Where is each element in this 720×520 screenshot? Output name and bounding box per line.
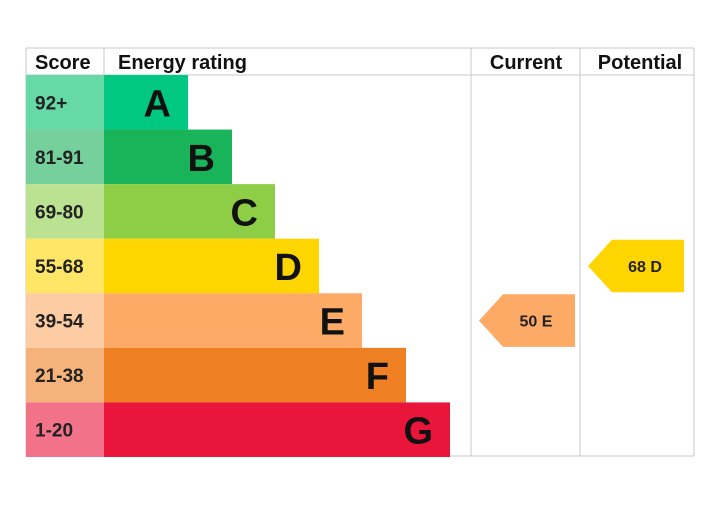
score-range-label: 55-68: [35, 257, 84, 278]
band-bar-g: [104, 402, 450, 457]
energy-rating-header: Energy rating: [118, 52, 247, 74]
potential-header: Potential: [598, 52, 682, 74]
score-cell-g: [26, 402, 104, 457]
rating-bands: 92+ A 81-91 B 69-80 C 55-68 D 39-54 E 21-38 F 1-20 G: [26, 75, 450, 457]
band-row-a: 92+ A: [26, 75, 188, 130]
band-bar-e: [104, 293, 362, 348]
current-rating-arrow: 50 E: [479, 294, 575, 347]
score-header: Score: [35, 52, 91, 74]
band-letter: C: [231, 192, 258, 234]
band-bar-c: [104, 184, 275, 239]
band-letter: F: [366, 356, 389, 398]
band-bar-a: [104, 75, 188, 130]
band-row-g: 1-20 G: [26, 402, 450, 457]
potential-rating-arrow: 68 D: [588, 239, 684, 293]
band-letter: B: [188, 138, 215, 180]
band-row-c: 69-80 C: [26, 184, 275, 239]
score-range-label: 92+: [35, 93, 67, 114]
band-bar-d: [104, 238, 319, 294]
potential-rating-label: 68 D: [628, 259, 662, 276]
band-bar-b: [104, 129, 232, 185]
band-row-f: 21-38 F: [26, 347, 406, 403]
score-cell-b: [26, 129, 104, 185]
current-header: Current: [490, 52, 563, 74]
band-row-e: 39-54 E: [26, 293, 362, 348]
band-row-d: 55-68 D: [26, 238, 319, 294]
score-cell-e: [26, 293, 104, 348]
score-range-label: 21-38: [35, 366, 84, 387]
score-range-label: 81-91: [35, 148, 84, 169]
score-cell-c: [26, 184, 104, 239]
score-range-label: 1-20: [35, 421, 73, 442]
band-letter: D: [275, 247, 302, 289]
potential-arrow-shape: [588, 239, 684, 293]
band-letter: G: [403, 411, 433, 453]
current-arrow-shape: [479, 294, 575, 347]
score-cell-a: [26, 75, 104, 130]
band-row-b: 81-91 B: [26, 129, 232, 185]
band-letter: E: [320, 302, 345, 344]
score-cell-d: [26, 238, 104, 294]
score-cell-f: [26, 347, 104, 403]
band-bar-f: [104, 347, 406, 403]
band-letter: A: [144, 83, 171, 125]
current-rating-label: 50 E: [520, 314, 553, 331]
score-range-label: 39-54: [35, 312, 84, 333]
score-range-label: 69-80: [35, 202, 84, 223]
rating-arrows: 50 E 68 D: [479, 239, 684, 347]
